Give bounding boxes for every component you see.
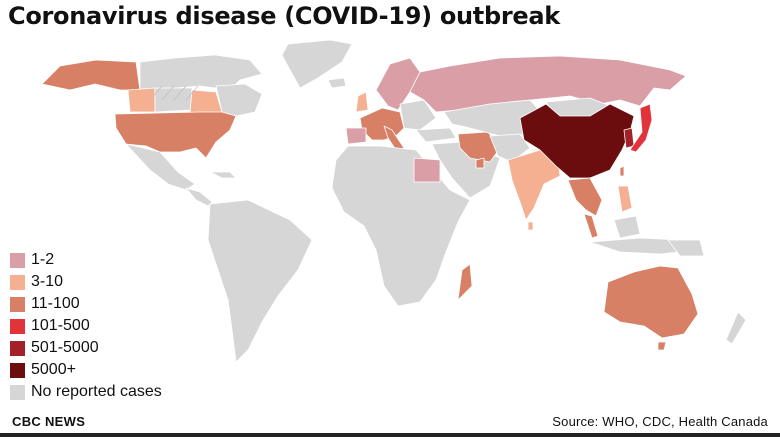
legend-item-no-cases: No reported cases: [10, 381, 162, 403]
legend-label: No reported cases: [31, 383, 162, 400]
legend-item-1-2: 1-2: [10, 249, 162, 271]
legend-label: 101-500: [31, 317, 90, 334]
legend-item-501-5000: 501-5000: [10, 337, 162, 359]
madagascar-shape: [457, 263, 473, 301]
sri-lanka-shape: [527, 221, 534, 231]
southeast-asia-shape: [567, 177, 603, 217]
new-zealand-shape: [725, 311, 747, 345]
turkey-shape: [415, 127, 457, 143]
brand-label: CBC NEWS: [12, 414, 86, 429]
korea-shape: [623, 127, 635, 149]
caribbean-shape: [209, 171, 237, 179]
greenland-shape: [281, 39, 353, 89]
legend-label: 1-2: [31, 251, 55, 268]
spain-shape: [345, 127, 367, 145]
japan-shape: [629, 103, 653, 153]
legend-swatch: [10, 252, 25, 268]
philippines-shape: [617, 185, 633, 213]
legend-swatch: [10, 384, 25, 400]
legend-swatch: [10, 318, 25, 334]
legend-item-11-100: 11-100: [10, 293, 162, 315]
legend-label: 5000+: [31, 361, 76, 378]
legend-item-5000-plus: 5000+: [10, 359, 162, 381]
legend-swatch: [10, 362, 25, 378]
gulf-state-shape: [475, 157, 485, 169]
legend-swatch: [10, 274, 25, 290]
legend-label: 3-10: [31, 273, 64, 290]
legend-label: 11-100: [31, 295, 80, 312]
central-america-shape: [185, 187, 213, 207]
footer-divider: [0, 433, 780, 437]
legend-swatch: [10, 296, 25, 312]
map-title: Coronavirus disease (COVID-19) outbreak: [8, 2, 560, 30]
malay-peninsula-shape: [583, 213, 599, 239]
africa-shape: [331, 145, 471, 307]
tasmania-shape: [657, 341, 667, 351]
canada-west-shape: [127, 87, 156, 113]
legend: 1-2 3-10 11-100 101-500 501-5000 5000+ N…: [10, 249, 162, 403]
legend-swatch: [10, 340, 25, 356]
alaska-shape: [41, 59, 141, 91]
taiwan-shape: [619, 165, 625, 177]
source-label: Source: WHO, CDC, Health Canada: [552, 414, 768, 429]
uk-shape: [355, 91, 369, 113]
europe-west-shape: [359, 107, 405, 141]
legend-item-101-500: 101-500: [10, 315, 162, 337]
egypt-shape: [413, 157, 441, 183]
borneo-shape: [613, 215, 641, 239]
china-shape: [519, 103, 635, 179]
new-guinea-shape: [667, 239, 705, 257]
mexico-shape: [125, 143, 196, 191]
eastern-europe-shape: [399, 99, 437, 131]
iceland-shape: [327, 77, 347, 89]
usa-shape: [114, 111, 237, 159]
legend-item-3-10: 3-10: [10, 271, 162, 293]
australia-shape: [603, 265, 699, 339]
canada-east-shape: [215, 83, 263, 117]
legend-label: 501-5000: [31, 339, 99, 356]
pakistan-afghanistan-shape: [489, 133, 531, 163]
south-america-shape: [207, 199, 313, 363]
